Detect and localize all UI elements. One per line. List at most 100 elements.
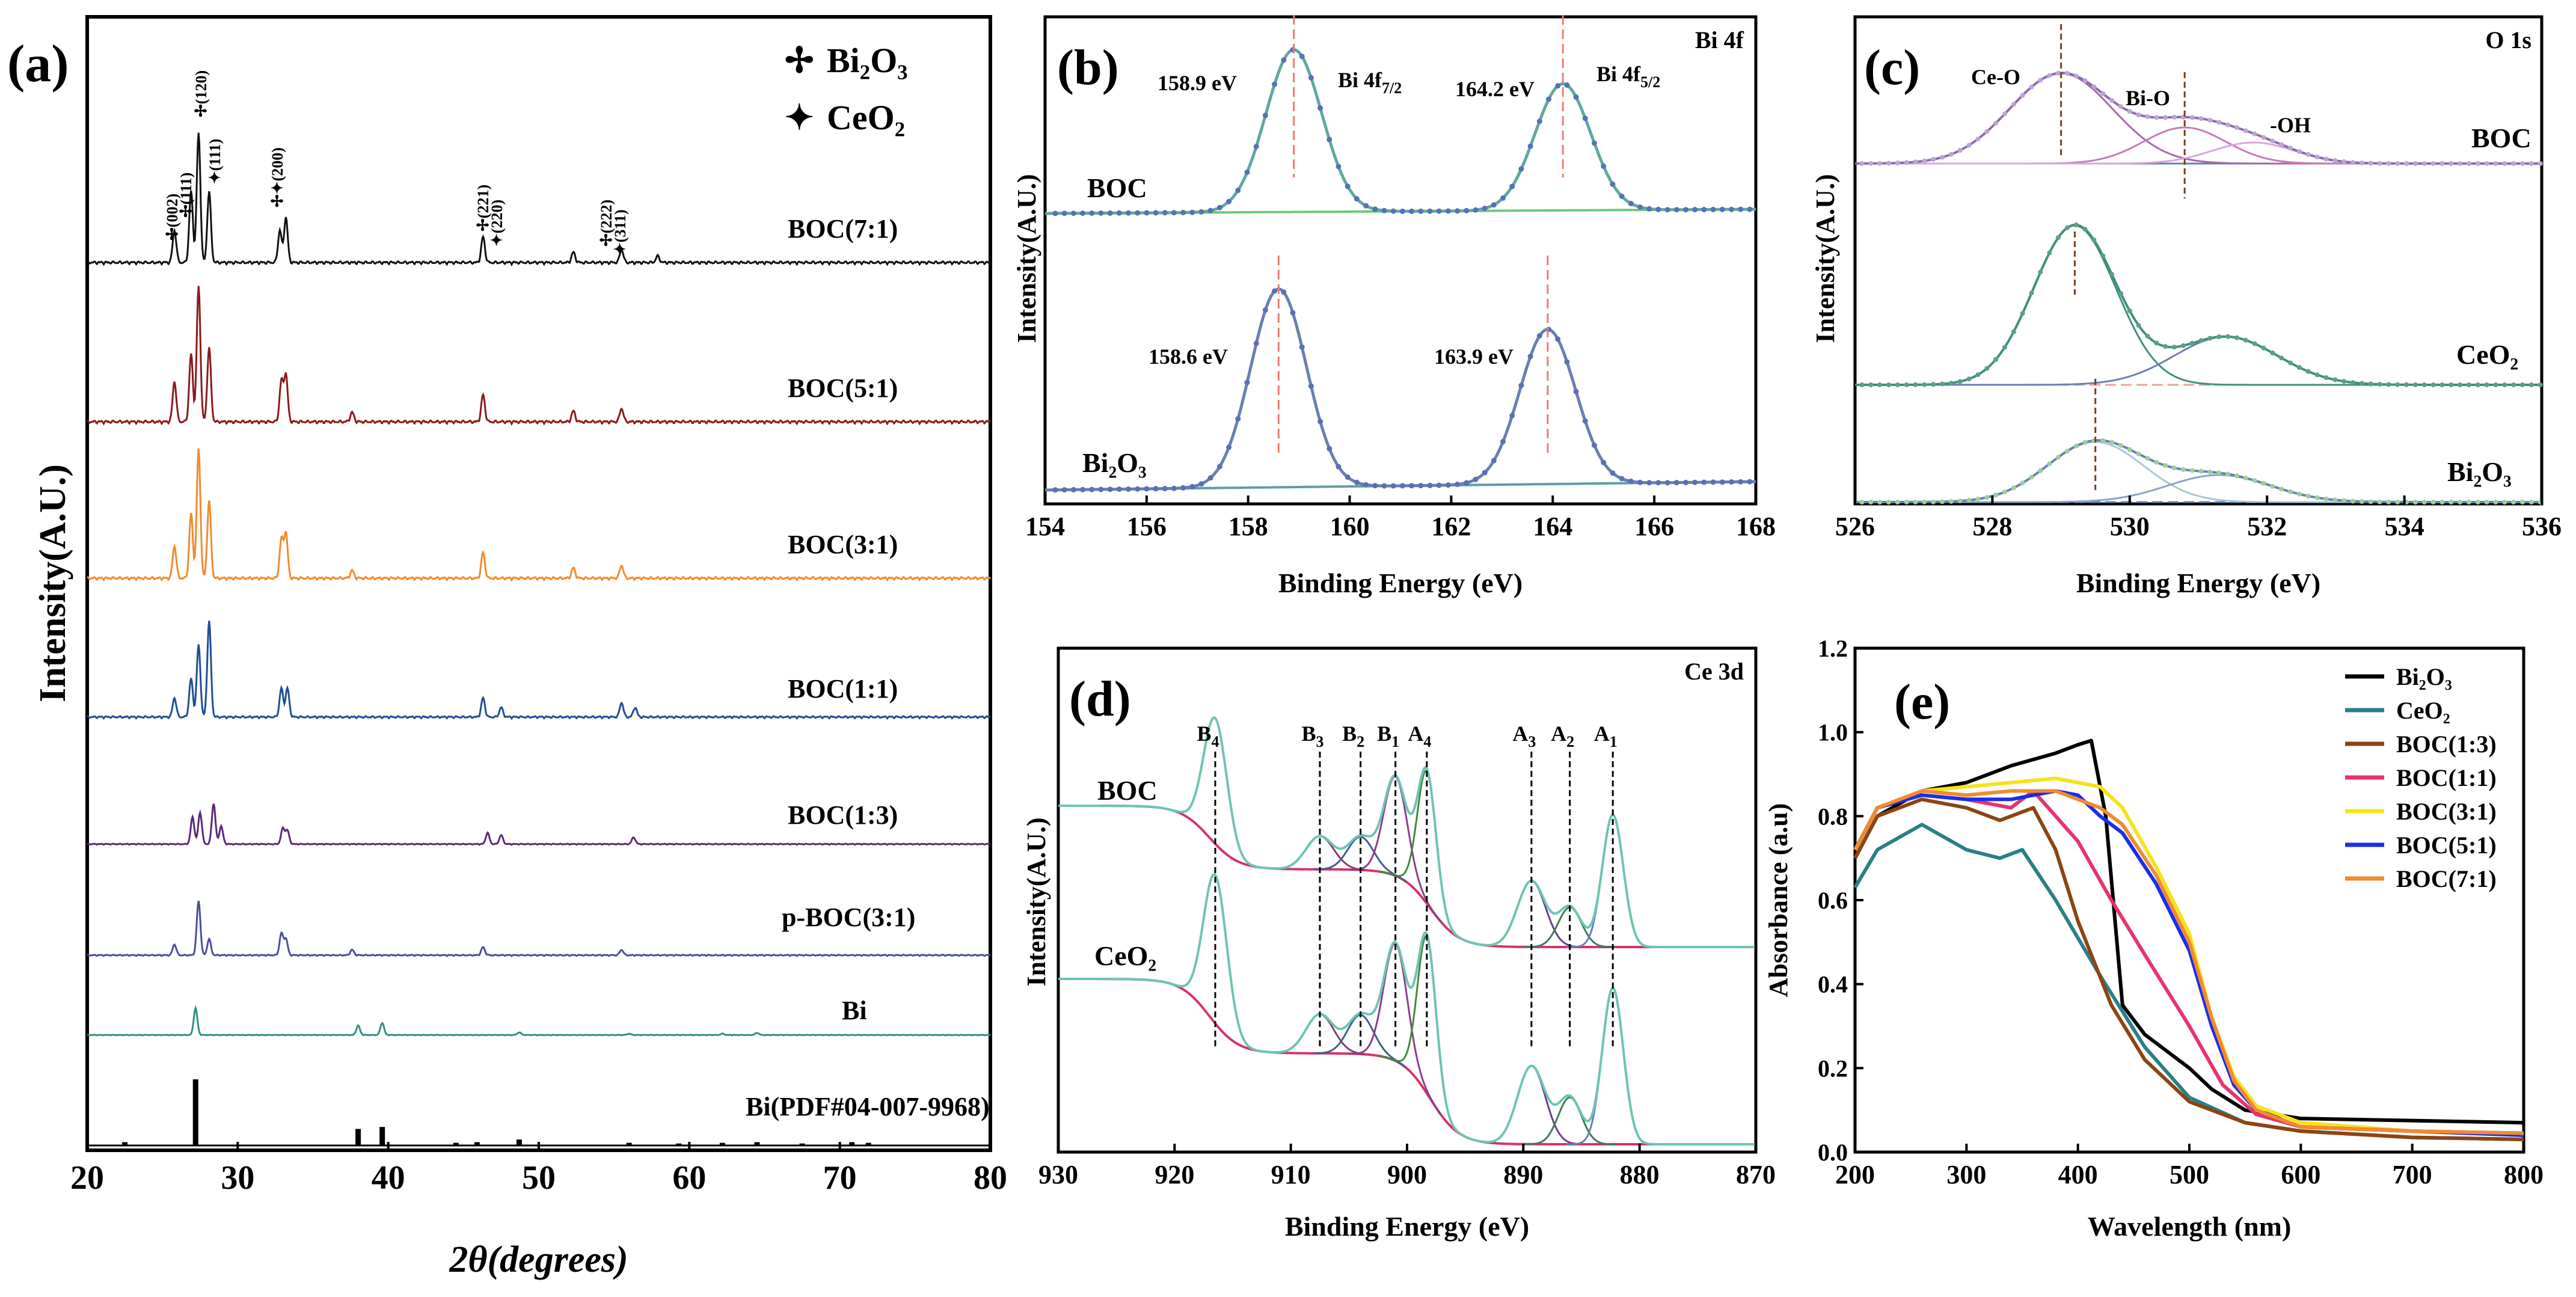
data-point: [1080, 486, 1085, 492]
data-point: [2484, 382, 2489, 387]
data-point: [1253, 144, 1259, 150]
data-point: [2484, 500, 2489, 504]
data-point: [2189, 340, 2195, 346]
panel-d-xlabel: Binding Energy (eV): [1285, 1211, 1529, 1242]
panel-a-frame: [85, 15, 992, 1152]
data-point: [2314, 495, 2320, 500]
sample-label: BOC(5:1): [788, 373, 898, 403]
panel-b-bi4f: (b) Bi 4f 154 156 158 160 162 164 166 168 Inten…: [1012, 15, 1776, 598]
data-point: [2493, 382, 2498, 387]
data-point: [2288, 360, 2293, 366]
data-point: [2511, 161, 2516, 166]
data-point: [1482, 470, 1488, 476]
xrd-trace: [87, 803, 991, 846]
data-point: [1619, 476, 1625, 482]
component-curve: [1855, 126, 2542, 165]
data-point: [1859, 500, 1865, 504]
x-tick-label: 40: [372, 1159, 405, 1197]
data-point: [1957, 379, 1963, 384]
data-point: [2038, 468, 2043, 473]
data-point: [1868, 161, 1874, 166]
data-point: [1913, 159, 1918, 165]
data-point: [2091, 84, 2097, 90]
peak-energy-label: 158.9 eV: [1158, 71, 1237, 95]
sample-label-ceo2: CeO₂: [2456, 339, 2518, 370]
absorbance-curve: [1853, 776, 2524, 1138]
data-point: [2323, 375, 2329, 380]
data-point: [2493, 161, 2498, 166]
data-point: [1226, 444, 1232, 450]
data-point: [1859, 161, 1865, 166]
data-point: [2127, 308, 2132, 313]
data-point: [2047, 250, 2052, 256]
data-point: [1354, 196, 1360, 202]
data-point: [1582, 418, 1588, 424]
data-point: [1207, 475, 1213, 481]
data-point: [2127, 447, 2132, 452]
data-point: [2288, 146, 2293, 151]
data-point: [2118, 104, 2123, 109]
data-point: [1216, 204, 1222, 210]
data-point: [2520, 382, 2525, 387]
data-point: [1922, 499, 1927, 504]
data-point: [2538, 382, 2543, 387]
data-point: [1719, 206, 1725, 212]
panel-c-ylabel: Intensity(A.U.): [1811, 174, 1840, 343]
data-point: [1135, 210, 1141, 216]
peak-label: ✦(111): [206, 139, 224, 184]
data-point: [1592, 140, 1597, 146]
data-point: [2520, 161, 2525, 166]
data-point: [2368, 499, 2373, 504]
data-point: [2404, 382, 2409, 387]
data-point: [2404, 161, 2409, 166]
data-point: [1877, 382, 1883, 387]
data-point: [1966, 376, 1972, 382]
data-point: [1198, 481, 1204, 487]
y-tick-label: 0.6: [1818, 887, 1848, 914]
data-point: [1738, 479, 1744, 485]
data-point: [1308, 383, 1314, 389]
x-tick-label: 50: [522, 1159, 556, 1197]
data-point: [2528, 382, 2534, 387]
data-point: [2279, 355, 2284, 361]
data-point: [1683, 479, 1688, 485]
data-point: [1126, 486, 1131, 492]
data-point: [1886, 500, 1891, 504]
data-point: [2243, 128, 2248, 133]
data-point: [1272, 81, 1278, 87]
data-point: [2180, 467, 2186, 472]
data-point: [1984, 366, 1990, 371]
data-point: [2064, 71, 2070, 76]
envelope-curve: [1058, 872, 1755, 1145]
data-point: [2225, 334, 2231, 339]
component-curve: [1855, 224, 2542, 386]
data-point: [2466, 500, 2471, 504]
data-point: [1904, 382, 1909, 387]
data-point: [1262, 112, 1268, 118]
data-point: [1198, 209, 1204, 215]
panel-c-title: O 1s: [2485, 26, 2532, 54]
data-point: [1089, 486, 1095, 492]
data-point: [2350, 380, 2355, 385]
panel-a-xlabel: 2θ(degrees): [449, 1239, 628, 1280]
data-point: [2466, 161, 2471, 166]
data-point: [1509, 412, 1515, 419]
x-tick-label: 162: [1431, 512, 1471, 541]
data-point: [2279, 142, 2284, 147]
panel-a-legend: ✢ Bi₂O₃ ✦ CeO₂: [785, 41, 908, 137]
data-point: [1317, 419, 1323, 425]
data-point: [2163, 344, 2168, 349]
data-point: [2270, 138, 2275, 144]
background-curve: [1058, 978, 1755, 1145]
sample-label-boc: BOC: [2471, 123, 2532, 153]
data-point: [2475, 382, 2480, 387]
data-point: [1061, 210, 1067, 216]
data-point: [1253, 340, 1259, 346]
data-point: [1135, 486, 1141, 492]
data-point: [2296, 491, 2302, 497]
x-tick-label: 20: [70, 1159, 104, 1197]
data-point: [2314, 155, 2320, 160]
data-point: [2180, 343, 2186, 348]
x-tick-label: 534: [2385, 512, 2424, 541]
data-point: [1089, 210, 1095, 216]
